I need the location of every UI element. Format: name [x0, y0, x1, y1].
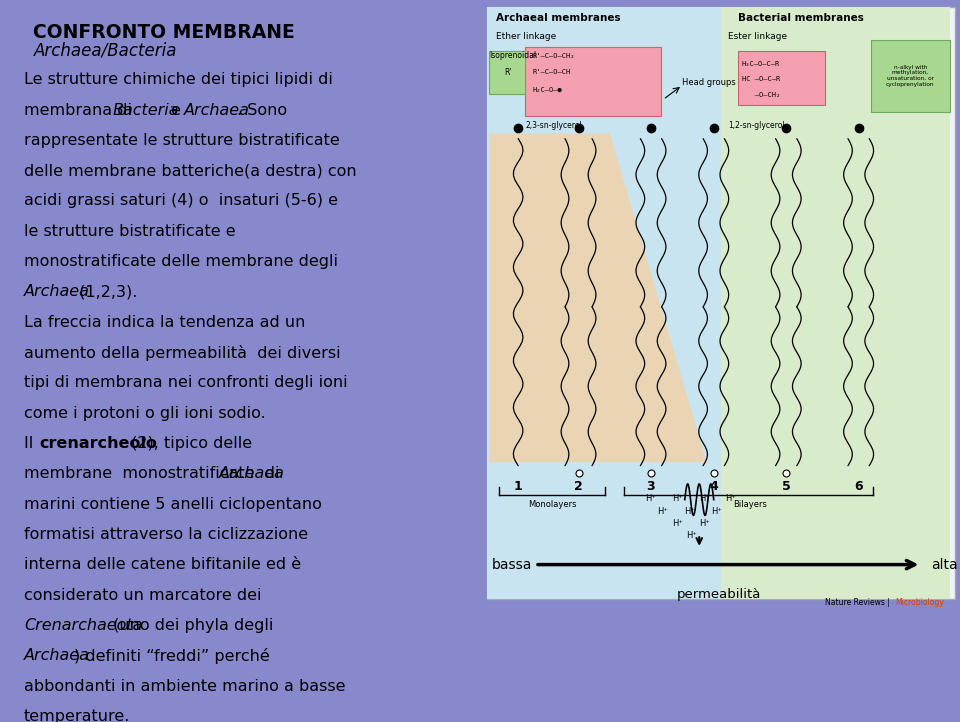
Text: aumento della permeabilità  dei diversi: aumento della permeabilità dei diversi	[24, 345, 341, 361]
Text: Nature Reviews |: Nature Reviews |	[825, 598, 892, 606]
Text: H⁺: H⁺	[710, 507, 722, 516]
Text: come i protoni o gli ioni sodio.: come i protoni o gli ioni sodio.	[24, 406, 266, 421]
Text: Bacteria: Bacteria	[112, 103, 179, 118]
Text: formatisi attraverso la ciclizzazione: formatisi attraverso la ciclizzazione	[24, 527, 308, 542]
Text: delle membrane batteriche(a destra) con: delle membrane batteriche(a destra) con	[24, 163, 356, 178]
Text: Archaea: Archaea	[24, 284, 89, 300]
Text: abbondanti in ambiente marino a basse: abbondanti in ambiente marino a basse	[24, 679, 346, 694]
Text: H⁺: H⁺	[699, 494, 709, 503]
Text: monostratificate delle membrane degli: monostratificate delle membrane degli	[24, 254, 338, 269]
Text: acidi grassi saturi (4) o  insaturi (5-6) e: acidi grassi saturi (4) o insaturi (5-6)…	[24, 193, 338, 209]
Text: alta: alta	[931, 557, 958, 572]
Text: (uno dei phyla degli: (uno dei phyla degli	[108, 618, 274, 633]
Text: e: e	[166, 103, 186, 118]
Text: marini contiene 5 anelli ciclopentano: marini contiene 5 anelli ciclopentano	[24, 497, 322, 512]
Text: Il: Il	[24, 436, 38, 451]
Text: crenarcheolo: crenarcheolo	[39, 436, 157, 451]
Text: 2,3-sn-glycerol: 2,3-sn-glycerol	[525, 121, 582, 130]
Text: (1,2,3).: (1,2,3).	[74, 284, 137, 300]
Text: Archaea: Archaea	[219, 466, 284, 482]
Text: H⁺: H⁺	[672, 519, 683, 528]
Bar	[871, 40, 950, 112]
Text: R': R'	[504, 68, 512, 77]
Text: temperature.: temperature.	[24, 709, 131, 722]
Bar	[487, 7, 955, 599]
Text: 6: 6	[854, 480, 863, 493]
Text: Ether linkage: Ether linkage	[496, 32, 557, 41]
Bar	[487, 7, 721, 599]
Text: Isoprenoidal: Isoprenoidal	[490, 51, 537, 59]
Text: H⁺: H⁺	[672, 494, 683, 503]
Text: La freccia indica la tendenza ad un: La freccia indica la tendenza ad un	[24, 315, 305, 330]
Text: 1,2-sn-glycerol: 1,2-sn-glycerol	[729, 121, 785, 130]
Text: Bilayers: Bilayers	[733, 500, 767, 509]
Polygon shape	[490, 134, 707, 462]
Text: 5: 5	[781, 480, 790, 493]
Text: ) definiti “freddi” perché: ) definiti “freddi” perché	[74, 648, 270, 664]
Text: H₃C—O—C—R: H₃C—O—C—R	[742, 61, 780, 66]
Text: Archaeal membranes: Archaeal membranes	[496, 13, 621, 23]
Text: Head groups: Head groups	[683, 78, 736, 87]
Text: rappresentate le strutture bistratificate: rappresentate le strutture bistratificat…	[24, 133, 340, 148]
Text: n-alkyl with
methylation,
unsaturation, or
cycloprenylation: n-alkyl with methylation, unsaturation, …	[886, 64, 934, 87]
Text: H⁺: H⁺	[686, 531, 697, 540]
Bar	[738, 51, 825, 105]
Text: . Sono: . Sono	[237, 103, 287, 118]
Text: —O—CH₂: —O—CH₂	[742, 92, 780, 97]
Text: interna delle catene bifitanile ed è: interna delle catene bifitanile ed è	[24, 557, 301, 573]
Text: HC —O—C—R: HC —O—C—R	[742, 76, 780, 82]
Text: Crenarchaeota: Crenarchaeota	[24, 618, 142, 633]
Text: Archaea: Archaea	[24, 648, 89, 664]
Text: bassa: bassa	[492, 557, 532, 572]
Text: tipi di membrana nei confronti degli ioni: tipi di membrana nei confronti degli ion…	[24, 375, 348, 391]
Bar	[490, 51, 525, 94]
Text: Le strutture chimiche dei tipici lipidi di: Le strutture chimiche dei tipici lipidi …	[24, 72, 333, 87]
Text: R'—C—O—CH: R'—C—O—CH	[533, 69, 571, 75]
Text: le strutture bistratificate e: le strutture bistratificate e	[24, 224, 235, 239]
Text: (2), tipico delle: (2), tipico delle	[126, 436, 252, 451]
Text: Microbiology: Microbiology	[895, 598, 944, 606]
Text: H⁺: H⁺	[658, 507, 668, 516]
Text: H⁺: H⁺	[645, 494, 657, 503]
Text: Archaea: Archaea	[183, 103, 250, 118]
Text: 4: 4	[709, 480, 718, 493]
Text: CONFRONTO MEMBRANE: CONFRONTO MEMBRANE	[34, 23, 295, 42]
Text: H₂C—O—●: H₂C—O—●	[533, 87, 563, 92]
Text: 2: 2	[574, 480, 583, 493]
Text: permeabilità: permeabilità	[677, 588, 760, 601]
Text: Archaea/Bacteria: Archaea/Bacteria	[34, 42, 177, 60]
Text: Bacterial membranes: Bacterial membranes	[738, 13, 864, 23]
Text: H⁺: H⁺	[684, 507, 695, 516]
Text: H⁺: H⁺	[725, 494, 736, 503]
Text: H⁺: H⁺	[699, 519, 709, 528]
Text: R'—C—O—CH₂: R'—C—O—CH₂	[533, 53, 575, 59]
Text: Ester linkage: Ester linkage	[729, 32, 787, 41]
Bar	[721, 7, 950, 599]
Text: considerato un marcatore dei: considerato un marcatore dei	[24, 588, 261, 603]
Text: 3: 3	[647, 480, 656, 493]
Text: 1: 1	[514, 480, 522, 493]
Text: membrana di: membrana di	[24, 103, 137, 118]
Text: membrane  monostratificate  di: membrane monostratificate di	[24, 466, 284, 482]
Bar	[525, 47, 660, 116]
Text: Monolayers: Monolayers	[528, 500, 576, 509]
